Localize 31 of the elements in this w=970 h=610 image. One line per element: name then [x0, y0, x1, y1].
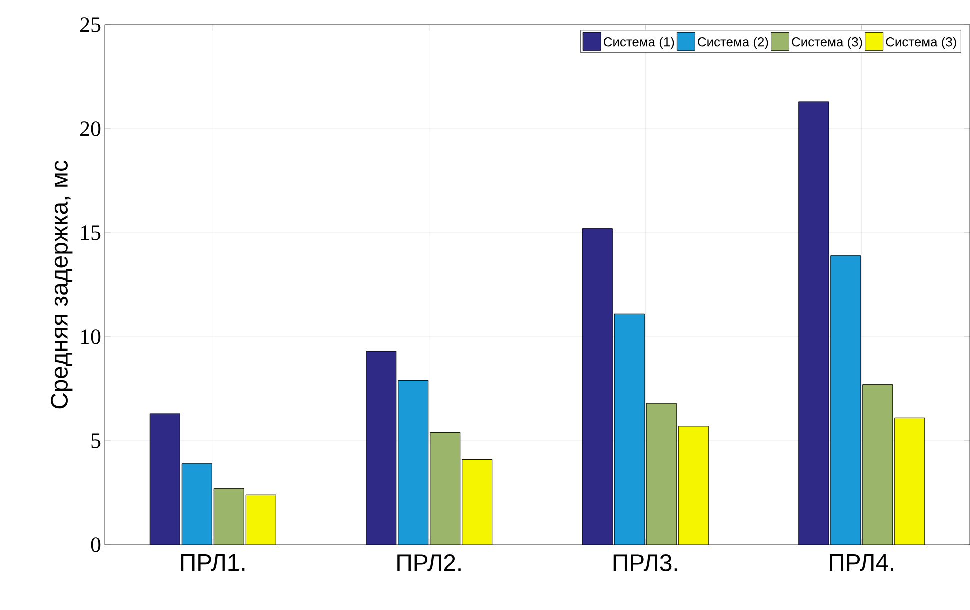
bar — [646, 403, 677, 545]
legend-label: Система (3) — [792, 37, 862, 50]
bar — [798, 102, 830, 545]
bar — [614, 314, 645, 545]
x-tick-label: ПРЛ2. — [398, 554, 461, 572]
bar — [894, 418, 926, 545]
y-tick-label: 0 — [91, 538, 101, 552]
bar — [430, 432, 461, 545]
bar — [214, 488, 244, 545]
bar — [582, 228, 613, 545]
bar — [398, 380, 429, 545]
y-tick-label: 20 — [80, 122, 101, 136]
bar — [462, 459, 493, 545]
y-tick-label: 25 — [80, 18, 101, 32]
bar — [182, 464, 212, 545]
y-axis-title: Средняя задержка, мс — [51, 160, 73, 409]
y-tick-label: 15 — [81, 226, 101, 240]
legend-label: Система (2) — [698, 37, 768, 50]
bar — [150, 414, 180, 545]
bar — [830, 256, 862, 545]
legend-label: Система (1) — [604, 37, 674, 50]
y-tick-label: 5 — [92, 434, 101, 448]
bar — [246, 494, 276, 545]
y-tick-label: 10 — [81, 330, 101, 344]
x-tick-label: ПРЛ1. — [181, 554, 245, 572]
bar — [366, 351, 397, 545]
x-tick-label: ПРЛ3. — [614, 554, 678, 572]
x-tick-label: ПРЛ4. — [830, 554, 894, 572]
legend-label: Система (3) — [886, 37, 956, 50]
bar — [678, 426, 709, 545]
bar — [862, 384, 894, 545]
